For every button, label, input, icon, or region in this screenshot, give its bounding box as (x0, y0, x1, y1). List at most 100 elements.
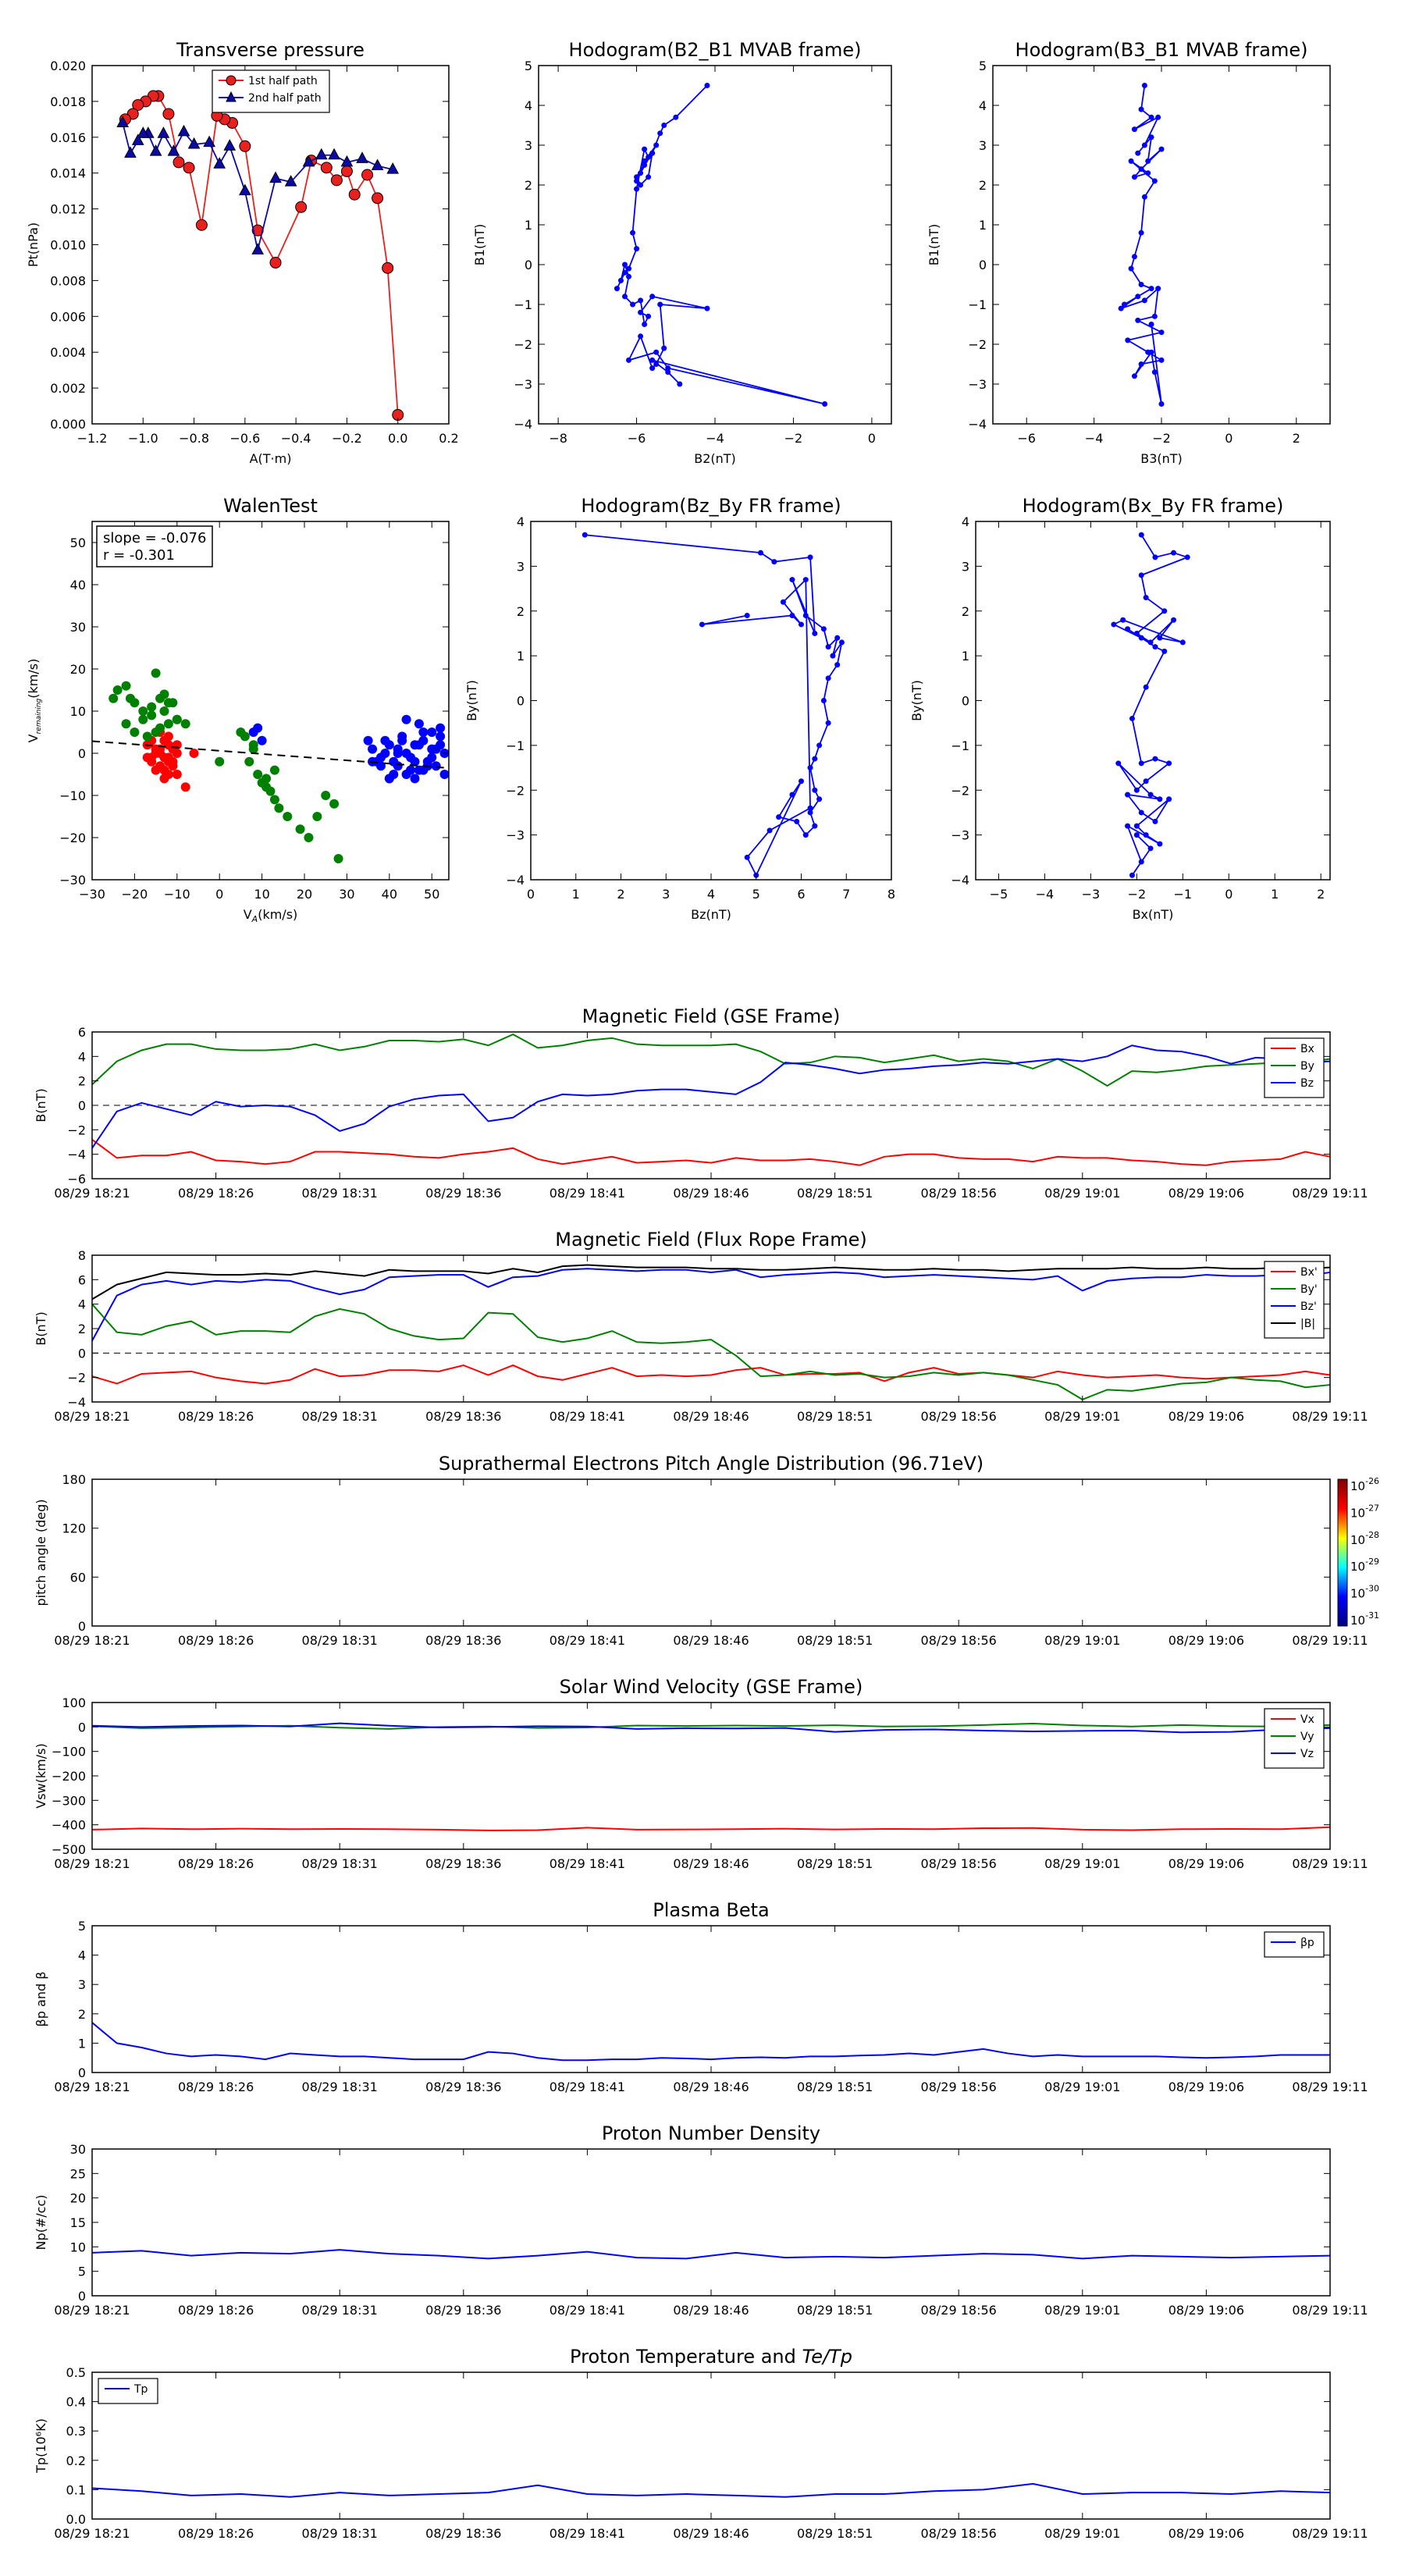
data-point (269, 795, 279, 805)
data-point (1143, 595, 1149, 601)
legend-label: Tp (133, 2383, 148, 2396)
legend-label: Bx (1300, 1043, 1314, 1055)
y-axis-label: By(nT) (909, 680, 924, 721)
y-tick-label: −2 (968, 337, 987, 352)
data-point (151, 765, 161, 775)
x-tick-label: 08/29 19:06 (1168, 2080, 1244, 2094)
chart-title: Hodogram(B2_B1 MVAB frame) (569, 39, 862, 61)
data-point (213, 157, 226, 169)
plot-frame (530, 521, 892, 881)
data-point (1138, 282, 1144, 287)
x-tick-label: 08/29 18:36 (425, 1856, 501, 1871)
data-point (189, 749, 199, 758)
data-point (1158, 329, 1165, 336)
data-point (329, 799, 340, 809)
chart-title: Proton Temperature and Te/Tp (570, 2346, 852, 2368)
data-point (699, 621, 705, 628)
data-point (1138, 361, 1144, 367)
data-point (240, 731, 250, 742)
x-tick-label: −2 (1152, 431, 1171, 446)
x-tick-label: −1.2 (77, 431, 108, 446)
y-tick-label: −300 (52, 1793, 86, 1808)
data-point (807, 554, 813, 560)
plot-frame (91, 1925, 1331, 2073)
data-point (802, 832, 809, 838)
x-tick-label: 08/29 19:01 (1044, 1409, 1120, 1424)
x-tick-label: 08/29 18:41 (550, 1186, 625, 1201)
data-point (414, 740, 424, 750)
y-axis-label: pitch angle (deg) (34, 1499, 48, 1606)
data-point (677, 381, 683, 387)
data-point (1131, 254, 1137, 260)
colorbar-tick-label: 10-26 (1350, 1476, 1379, 1493)
data-point (653, 142, 660, 148)
x-tick-label: 08/29 18:56 (921, 2526, 997, 2541)
data-point (1131, 373, 1137, 379)
y-tick-label: 0 (78, 1720, 86, 1735)
x-tick-label: 08/29 19:01 (1044, 2526, 1120, 2541)
x-tick-label: 08/29 18:41 (550, 1856, 625, 1871)
data-point (582, 532, 588, 538)
x-tick-label: 08/29 18:31 (302, 2526, 378, 2541)
data-point (649, 365, 656, 372)
data-point (626, 357, 632, 363)
x-tick-label: 0 (868, 431, 876, 446)
data-point (248, 744, 258, 754)
x-tick-label: −8 (549, 431, 567, 446)
data-point (1157, 841, 1163, 847)
data-point (1138, 859, 1144, 865)
data-point (1141, 297, 1147, 304)
data-point (626, 265, 632, 272)
data-point (159, 735, 169, 745)
x-tick-label: −10 (164, 887, 190, 902)
x-axis-label: A(T·m) (250, 451, 292, 466)
x-tick-label: 08/29 19:01 (1044, 2303, 1120, 2318)
data-point (149, 144, 162, 156)
chart-title: Hodogram(Bz_By FR frame) (581, 495, 841, 517)
data-point (1125, 823, 1131, 829)
chart-panel-11: Proton Number Density 08/29 18:21 08/29 18… (34, 2122, 1368, 2318)
y-axis-label: Pt(nPa) (26, 222, 41, 267)
legend-label: By' (1300, 1283, 1318, 1296)
y-tick-label: −400 (52, 1818, 86, 1833)
x-tick-label: 08/29 18:21 (54, 1409, 130, 1424)
data-point (348, 188, 361, 201)
data-point (401, 714, 411, 724)
data-point (1125, 337, 1131, 343)
data-point (1141, 83, 1147, 88)
y-tick-label: 0.2 (66, 2453, 86, 2468)
data-point (439, 770, 450, 779)
y-tick-label: 0 (78, 1619, 86, 1634)
colorbar-exponent: -28 (1365, 1530, 1379, 1540)
data-point (253, 770, 263, 779)
y-tick-label: −1 (951, 738, 969, 753)
x-tick-label: 40 (382, 887, 397, 902)
x-tick-label: 08/29 18:36 (425, 1633, 501, 1648)
x-tick-label: 10 (254, 887, 269, 902)
data-point (1151, 369, 1158, 375)
x-tick-label: 30 (339, 887, 354, 902)
chart-panel-2: Hodogram(B3_B1 MVAB frame) −6 −4 −2 0 2 −4 −3 −2… (927, 39, 1331, 466)
series-line-Bz' (91, 1268, 1331, 1342)
y-tick-label: −500 (52, 1842, 86, 1857)
data-point (1133, 630, 1140, 636)
data-point (634, 178, 640, 184)
data-point (642, 158, 648, 164)
y-tick-label: 5 (525, 59, 532, 73)
y-tick-label: 15 (70, 2215, 86, 2230)
colorbar-exponent: -31 (1365, 1610, 1379, 1621)
y-tick-label: 20 (70, 2191, 86, 2206)
data-point (1157, 796, 1163, 802)
plot-frame (975, 521, 1331, 881)
data-point (649, 150, 656, 156)
data-point (177, 124, 190, 137)
data-point (315, 148, 328, 160)
data-point (1143, 832, 1149, 838)
data-point (758, 550, 764, 556)
y-tick-label: 0.016 (50, 130, 86, 145)
y-tick-label: 4 (962, 514, 969, 529)
data-point (1131, 126, 1137, 133)
data-point (653, 349, 660, 355)
y-tick-label: 0 (962, 694, 969, 709)
data-point (116, 116, 130, 127)
